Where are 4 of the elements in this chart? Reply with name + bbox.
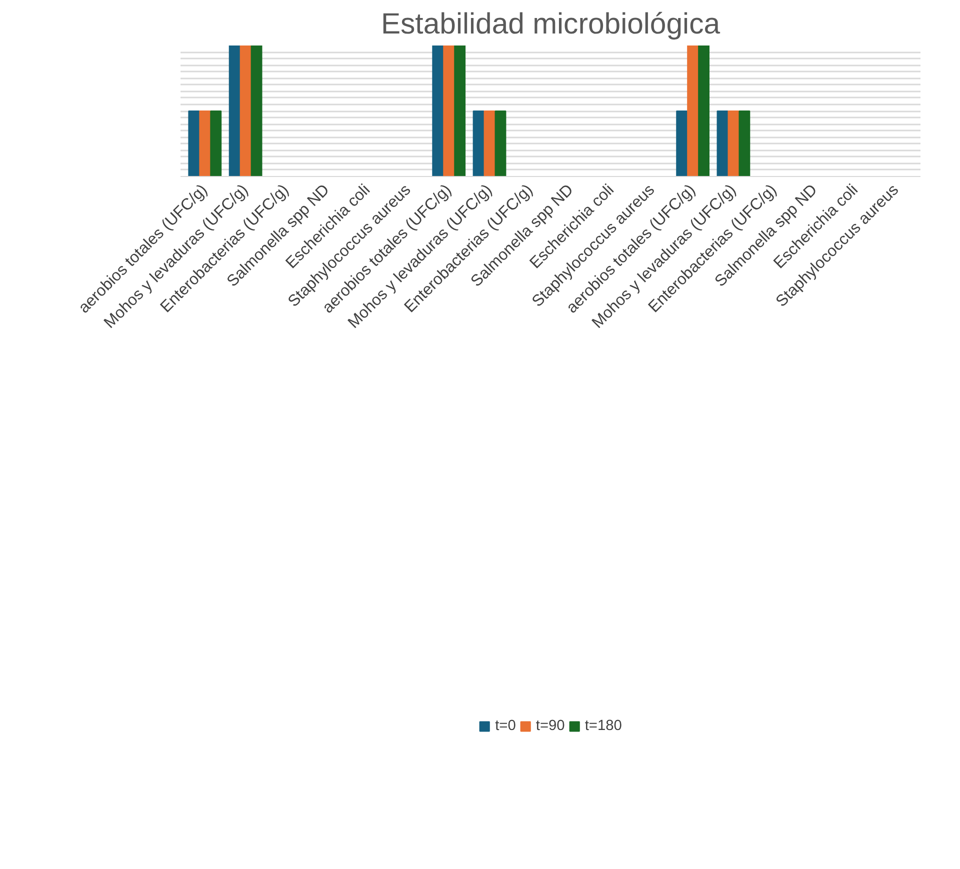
legend-label: t=90 (536, 718, 565, 734)
chart-title: Estabilidad microbiológica (380, 8, 721, 40)
legend-label: t=0 (495, 718, 516, 734)
legend-label: t=180 (584, 718, 622, 734)
